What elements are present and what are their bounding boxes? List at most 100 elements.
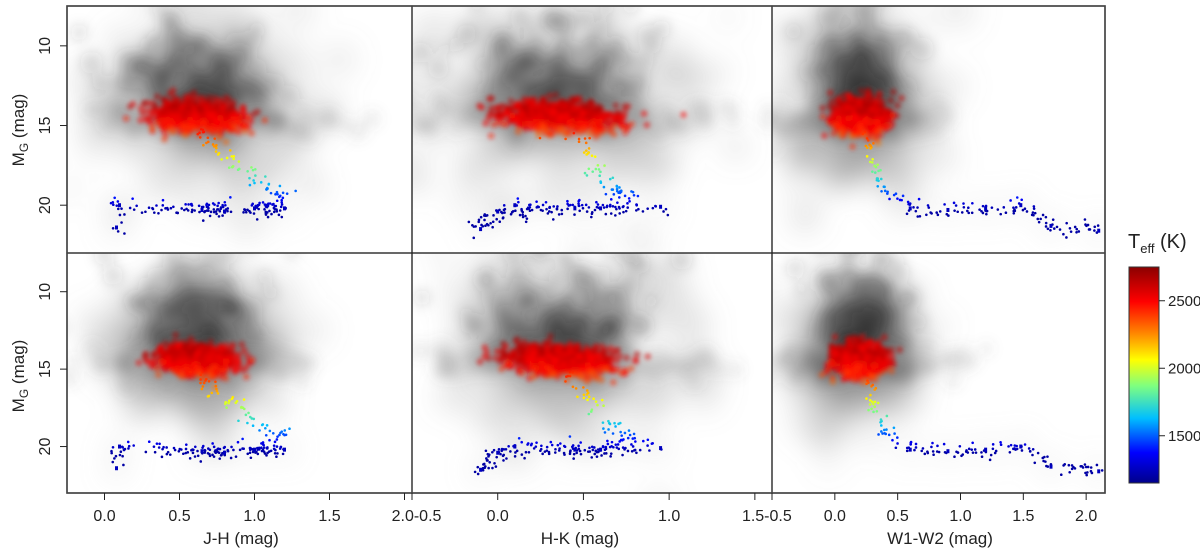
tail-point [635, 203, 638, 206]
tail-point [183, 208, 186, 212]
tail-point [962, 205, 966, 209]
tail-point [206, 205, 210, 209]
core-point [851, 127, 859, 134]
halo-blob [67, 178, 81, 199]
core-point [179, 123, 187, 130]
tail-point [1044, 215, 1048, 219]
core-point [200, 113, 207, 120]
tail-point [1032, 205, 1036, 208]
core-point [826, 115, 833, 123]
tail-point [479, 215, 483, 219]
tail-point [528, 209, 532, 213]
tail-point [577, 204, 581, 207]
halo-blob [733, 26, 757, 50]
core-point [587, 111, 595, 118]
core-point [819, 104, 826, 112]
tail-point [238, 167, 241, 171]
tail-point [566, 207, 569, 211]
core-point [184, 130, 191, 137]
core-blob [229, 76, 251, 98]
tail-point [662, 210, 665, 213]
tail-point [888, 197, 891, 201]
tail-point [621, 205, 625, 209]
core-blob [428, 58, 449, 79]
core-point [835, 115, 843, 122]
tail-point [206, 140, 210, 144]
core-blob [598, 58, 615, 75]
core-point [830, 111, 837, 118]
tail-point [980, 209, 983, 213]
core-point [122, 115, 130, 122]
tail-point [547, 210, 551, 213]
core-blob [111, 71, 135, 95]
tail-point [189, 202, 193, 206]
tail-point [272, 210, 276, 214]
core-point [476, 102, 483, 110]
core-point [129, 100, 137, 108]
halo-blob [882, 159, 915, 191]
halo-blob [172, 153, 204, 184]
tail-point [218, 209, 222, 213]
tail-point [1004, 211, 1008, 215]
core-point [200, 118, 208, 125]
core-point [870, 105, 877, 113]
core-point [207, 105, 215, 113]
tail-point [521, 210, 525, 214]
core-point [857, 121, 865, 128]
halo-blob [195, 6, 216, 12]
halo-blob [677, 73, 704, 99]
tail-point [567, 204, 571, 207]
tail-point [501, 216, 505, 219]
tail-point [564, 137, 567, 141]
tail-point [172, 205, 175, 209]
tail-point [275, 199, 279, 203]
halo-blob [783, 176, 805, 198]
core-point [605, 120, 612, 127]
tail-point [208, 214, 212, 218]
tail-point [594, 167, 598, 171]
core-point [887, 97, 894, 104]
tail-point [981, 204, 985, 208]
tail-point [115, 204, 119, 207]
core-blob [301, 111, 320, 131]
halo-blob [650, 61, 671, 82]
core-point [848, 105, 856, 113]
halo-blob [459, 159, 491, 191]
core-blob [629, 97, 643, 111]
tail-point [654, 205, 658, 208]
tail-point [1023, 207, 1027, 211]
tail-point [180, 207, 184, 210]
core-point [230, 99, 237, 106]
core-point [874, 119, 881, 126]
halo-blob [569, 241, 601, 253]
tail-point [930, 212, 933, 215]
core-point [154, 93, 161, 100]
core-blob [926, 113, 940, 128]
core-point [208, 118, 215, 125]
tail-point [273, 204, 277, 208]
tail-point [560, 208, 564, 212]
core-blob [500, 58, 515, 72]
tail-point [577, 137, 581, 141]
halo-blob [792, 195, 823, 227]
red-core [819, 87, 905, 150]
core-blob [623, 6, 639, 14]
tail-point [877, 179, 880, 183]
core-blob [291, 122, 307, 137]
tail-point [634, 209, 638, 212]
halo-blob [278, 6, 316, 29]
tail-point [111, 203, 115, 207]
core-blob [193, 34, 207, 47]
core-blob [362, 109, 382, 129]
tail-point [627, 197, 631, 200]
core-point [882, 125, 890, 133]
core-point [552, 119, 559, 126]
tail-point [883, 189, 887, 193]
core-blob [607, 38, 624, 55]
core-blob [134, 79, 154, 99]
core-point [857, 87, 865, 95]
tail-point [157, 211, 160, 215]
tail-point [267, 202, 270, 205]
core-point [551, 109, 559, 116]
